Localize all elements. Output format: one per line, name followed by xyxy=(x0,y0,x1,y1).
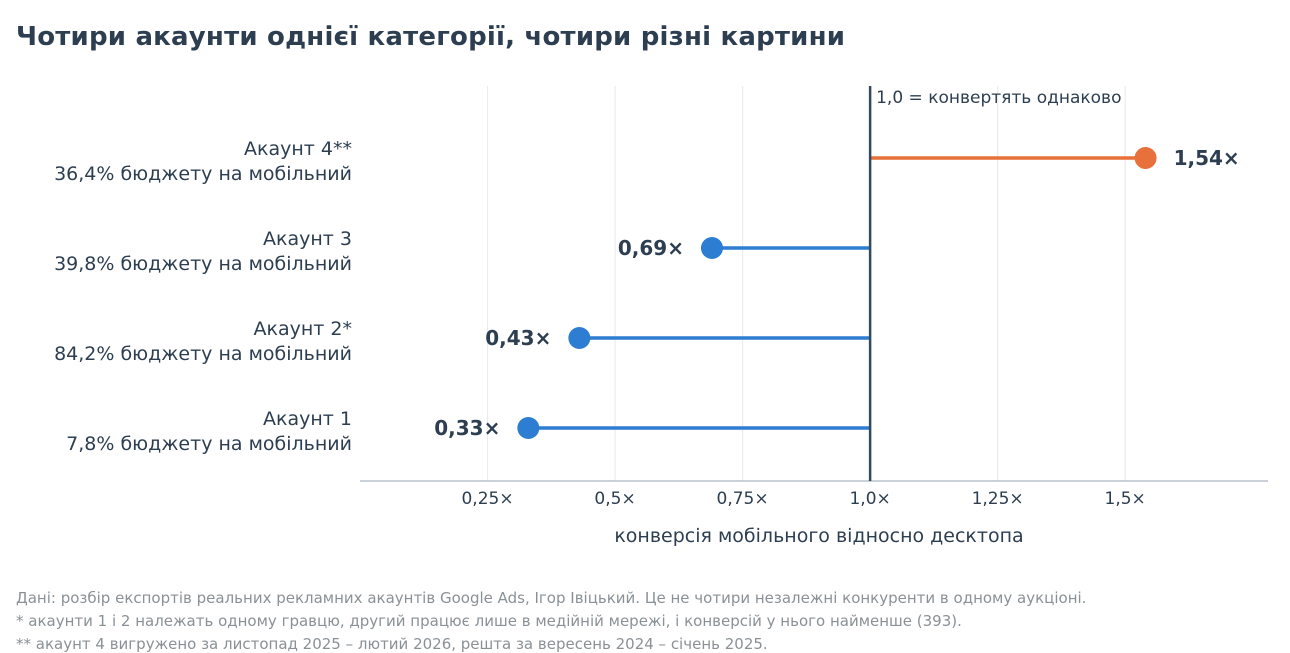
value-label-2: 0,69× xyxy=(618,236,684,260)
value-label-1: 1,54× xyxy=(1174,146,1240,170)
category-name-2: Акаунт 3 xyxy=(263,228,352,250)
footnote-source: Дані: розбір експортів реальних рекламни… xyxy=(16,589,1087,607)
category-name-1: Акаунт 4** xyxy=(244,138,352,160)
category-sub-3: 84,2% бюджету на мобільний xyxy=(54,343,352,365)
category-sub-1: 36,4% бюджету на мобільний xyxy=(54,163,352,185)
lollipop-chart: 0,25× 0,5× 0,75× 1,0× 1,25× 1,5× конверсія моб… xyxy=(54,86,1268,547)
x-tick-label-2: 0,75× xyxy=(717,489,769,509)
dot-2 xyxy=(700,237,723,259)
footnote-accounts-1-2: * акаунти 1 і 2 належать одному гравцю, … xyxy=(16,612,962,630)
value-label-3: 0,43× xyxy=(485,326,551,350)
footnote-account-4: ** акаунт 4 вигружено за листопад 2025 –… xyxy=(16,635,768,653)
x-tick-label-4: 1,25× xyxy=(972,489,1024,509)
category-sub-2: 39,8% бюджету на мобільний xyxy=(54,253,352,275)
category-sub-4: 7,8% бюджету на мобільний xyxy=(66,433,352,455)
x-tick-label-5: 1,5× xyxy=(1105,489,1146,509)
x-axis-label: конверсія мобільного відносно десктопа xyxy=(614,525,1023,547)
x-tick-label-0: 0,25× xyxy=(461,489,513,509)
dot-3 xyxy=(568,327,591,349)
dot-4 xyxy=(517,417,540,439)
x-tick-label-1: 0,5× xyxy=(594,489,635,509)
value-label-4: 0,33× xyxy=(434,416,500,440)
dot-1 xyxy=(1134,147,1157,169)
x-tick-label-3: 1,0× xyxy=(849,489,890,509)
chart-title: Чотири акаунти однієї категорії, чотири … xyxy=(16,22,846,52)
category-name-3: Акаунт 2* xyxy=(254,318,352,340)
category-name-4: Акаунт 1 xyxy=(263,408,352,430)
baseline-label: 1,0 = конвертять однаково xyxy=(876,88,1121,108)
